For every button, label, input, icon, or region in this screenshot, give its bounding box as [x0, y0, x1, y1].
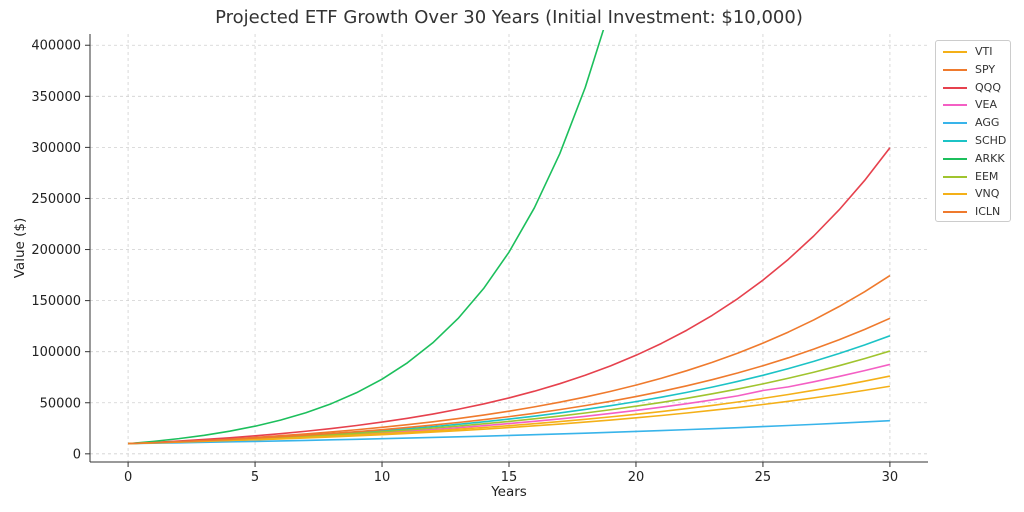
grid	[90, 34, 928, 462]
legend-swatch	[943, 51, 967, 53]
legend-label: SCHD	[975, 134, 1007, 147]
legend-swatch	[943, 122, 967, 125]
series-line-vnq	[128, 375, 891, 445]
series-line-agg	[128, 419, 890, 445]
legend-item-icln: ICLN	[936, 204, 1012, 220]
legend-swatch	[943, 175, 967, 178]
x-tick-label: 10	[374, 470, 391, 485]
legend-item-spy: SPY	[936, 62, 1012, 78]
legend-label: QQQ	[975, 80, 1001, 94]
y-tick-label: 100000	[31, 345, 81, 360]
y-tick-label: 0	[73, 447, 81, 462]
y-tick-label: 300000	[31, 141, 81, 156]
x-axis-label: Years	[490, 484, 527, 500]
x-tick-label: 5	[251, 470, 259, 485]
legend: VTI SPY QQQ VEA AGG SCHD ARKK EEM VNQ ICLN	[935, 40, 1011, 222]
y-axis-label: Value ($)	[12, 218, 28, 279]
legend-item-qqq: QQQ	[936, 80, 1012, 96]
legend-label: AGG	[975, 116, 1000, 130]
legend-swatch	[943, 86, 967, 89]
y-tick-label: 250000	[31, 192, 81, 207]
legend-item-eem: EEM	[936, 169, 1012, 185]
legend-label: VTI	[975, 45, 993, 58]
series-line-qqq	[128, 147, 891, 445]
x-tick-label: 20	[628, 470, 645, 485]
legend-label: ARKK	[975, 151, 1005, 165]
legend-label: VNQ	[975, 187, 1000, 201]
legend-swatch	[943, 140, 967, 142]
x-tick-label: 25	[755, 470, 772, 485]
y-tick-label: 150000	[31, 294, 81, 309]
y-tick-label: 400000	[31, 39, 81, 54]
legend-label: VEA	[975, 98, 997, 112]
axes: 0 5 10 15 20 25 30 0 50000 100000 150000 200000 2500…	[31, 34, 928, 485]
legend-swatch	[943, 68, 967, 71]
chart-title: Projected ETF Growth Over 30 Years (Init…	[215, 7, 803, 28]
legend-item-agg: AGG	[936, 115, 1012, 131]
y-tick-label: 350000	[31, 90, 81, 105]
series-line-arkk	[128, 30, 605, 445]
legend-item-vnq: VNQ	[936, 186, 1012, 202]
legend-swatch	[943, 193, 967, 196]
series-lines	[128, 30, 891, 445]
legend-item-arkk: ARKK	[936, 151, 1012, 167]
y-tick-label: 50000	[40, 396, 81, 411]
legend-label: EEM	[975, 169, 999, 183]
legend-swatch	[943, 157, 967, 160]
legend-swatch	[943, 104, 967, 107]
legend-label: SPY	[975, 62, 996, 76]
legend-item-vti: VTI	[936, 44, 1012, 60]
x-tick-label: 0	[124, 470, 132, 485]
x-tick-label: 15	[501, 470, 518, 485]
legend-item-vea: VEA	[936, 97, 1012, 113]
x-tick-label: 30	[882, 470, 899, 485]
y-tick-label: 200000	[31, 243, 81, 258]
legend-label: ICLN	[975, 205, 1001, 219]
series-line-icln	[128, 317, 891, 445]
legend-item-schd: SCHD	[936, 133, 1012, 149]
legend-swatch	[943, 211, 967, 214]
